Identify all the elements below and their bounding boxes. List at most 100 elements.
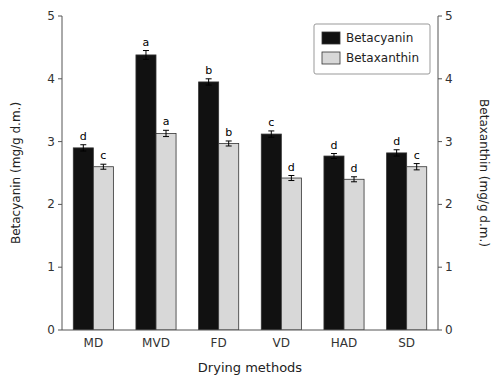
error-cap: [414, 163, 420, 164]
y-tick: [58, 141, 62, 142]
error-cap: [226, 140, 232, 141]
significance-letter: b: [205, 64, 212, 77]
legend-label: Betacyanin: [346, 31, 413, 45]
y2-tick-label: 4: [445, 72, 453, 86]
error-line: [354, 177, 355, 182]
y-axis-line: [62, 16, 63, 330]
x-tick-label: MD: [84, 336, 104, 350]
error-cap: [331, 158, 337, 159]
significance-letter: a: [163, 115, 170, 128]
significance-letter: d: [288, 161, 295, 174]
axes: MDMVDFDVDHADSD012345012345: [47, 9, 452, 350]
error-line: [103, 164, 104, 169]
bar: [136, 55, 156, 330]
error-cap: [268, 137, 274, 138]
error-bar: [163, 130, 169, 136]
error-bar: [331, 154, 337, 159]
error-bar: [394, 150, 400, 156]
x-tick-label: SD: [398, 336, 415, 350]
x-tick-label: HAD: [331, 336, 357, 350]
bar: [324, 156, 344, 330]
error-cap: [206, 78, 212, 79]
error-bar: [414, 164, 420, 170]
legend-swatch: [322, 52, 340, 64]
error-bar: [288, 176, 294, 181]
bar: [93, 167, 113, 330]
error-cap: [80, 144, 86, 145]
significance-letter: d: [330, 139, 337, 152]
significance-letter: d: [393, 135, 400, 148]
error-line: [291, 176, 292, 181]
bar: [281, 178, 301, 330]
y-tick-label: 3: [47, 135, 55, 149]
y-tick: [58, 78, 62, 79]
y2-axis-label: Betaxanthin (mg/g d.m.): [477, 99, 491, 247]
error-cap: [288, 180, 294, 181]
error-line: [228, 141, 229, 146]
error-line: [166, 130, 167, 136]
x-tick-label: FD: [211, 336, 227, 350]
error-line: [208, 79, 209, 85]
error-line: [416, 164, 417, 170]
x-tick-label: VD: [273, 336, 290, 350]
error-line: [271, 131, 272, 137]
error-bar: [226, 141, 232, 146]
error-cap: [80, 151, 86, 152]
x-axis-line: [62, 330, 438, 331]
error-bar: [100, 164, 106, 169]
error-cap: [351, 176, 357, 177]
error-cap: [100, 169, 106, 170]
y2-tick-label: 2: [445, 197, 453, 211]
legend-label: Betaxanthin: [346, 51, 419, 65]
bar: [156, 133, 176, 330]
error-cap: [226, 145, 232, 146]
error-cap: [351, 181, 357, 182]
error-line: [145, 51, 146, 60]
error-cap: [163, 130, 169, 131]
error-cap: [331, 153, 337, 154]
error-cap: [414, 169, 420, 170]
chart: dabcddcabddcMDMVDFDVDHADSD012345012345Dr…: [0, 0, 500, 382]
y2-tick: [438, 16, 442, 17]
error-cap: [100, 164, 106, 165]
y-tick-label: 1: [47, 260, 55, 274]
bar: [344, 179, 364, 330]
x-axis-label: Drying methods: [198, 360, 302, 375]
y2-tick: [438, 204, 442, 205]
y-tick: [58, 330, 62, 331]
y-tick-label: 4: [47, 72, 55, 86]
y2-tick-label: 5: [445, 9, 453, 23]
y2-tick: [438, 330, 442, 331]
bar: [261, 134, 281, 330]
legend: Betacyanin Betaxanthin: [314, 24, 430, 74]
y-tick: [58, 267, 62, 268]
bar: [219, 143, 239, 330]
error-line: [396, 150, 397, 156]
error-cap: [288, 175, 294, 176]
bar: [73, 148, 93, 330]
y2-tick: [438, 267, 442, 268]
significance-letter: a: [143, 36, 150, 49]
y-tick-label: 5: [47, 9, 55, 23]
legend-swatch: [322, 32, 340, 44]
y-tick: [58, 204, 62, 205]
y2-tick: [438, 78, 442, 79]
error-bar: [80, 145, 86, 151]
marks: [73, 51, 426, 330]
error-cap: [206, 85, 212, 86]
y2-tick: [438, 141, 442, 142]
y-axis-label: Betacyanin (mg/g d.m.): [9, 102, 23, 244]
significance-letter: c: [268, 116, 274, 129]
error-bar: [351, 177, 357, 182]
bar: [407, 167, 427, 330]
error-line: [83, 145, 84, 151]
error-cap: [143, 50, 149, 51]
y2-tick-label: 1: [445, 260, 453, 274]
x-tick-label: MVD: [142, 336, 170, 350]
error-line: [333, 154, 334, 159]
legend-box: [314, 24, 430, 74]
error-bar: [268, 131, 274, 137]
error-cap: [268, 130, 274, 131]
error-cap: [163, 136, 169, 137]
y2-tick-label: 0: [445, 323, 453, 337]
